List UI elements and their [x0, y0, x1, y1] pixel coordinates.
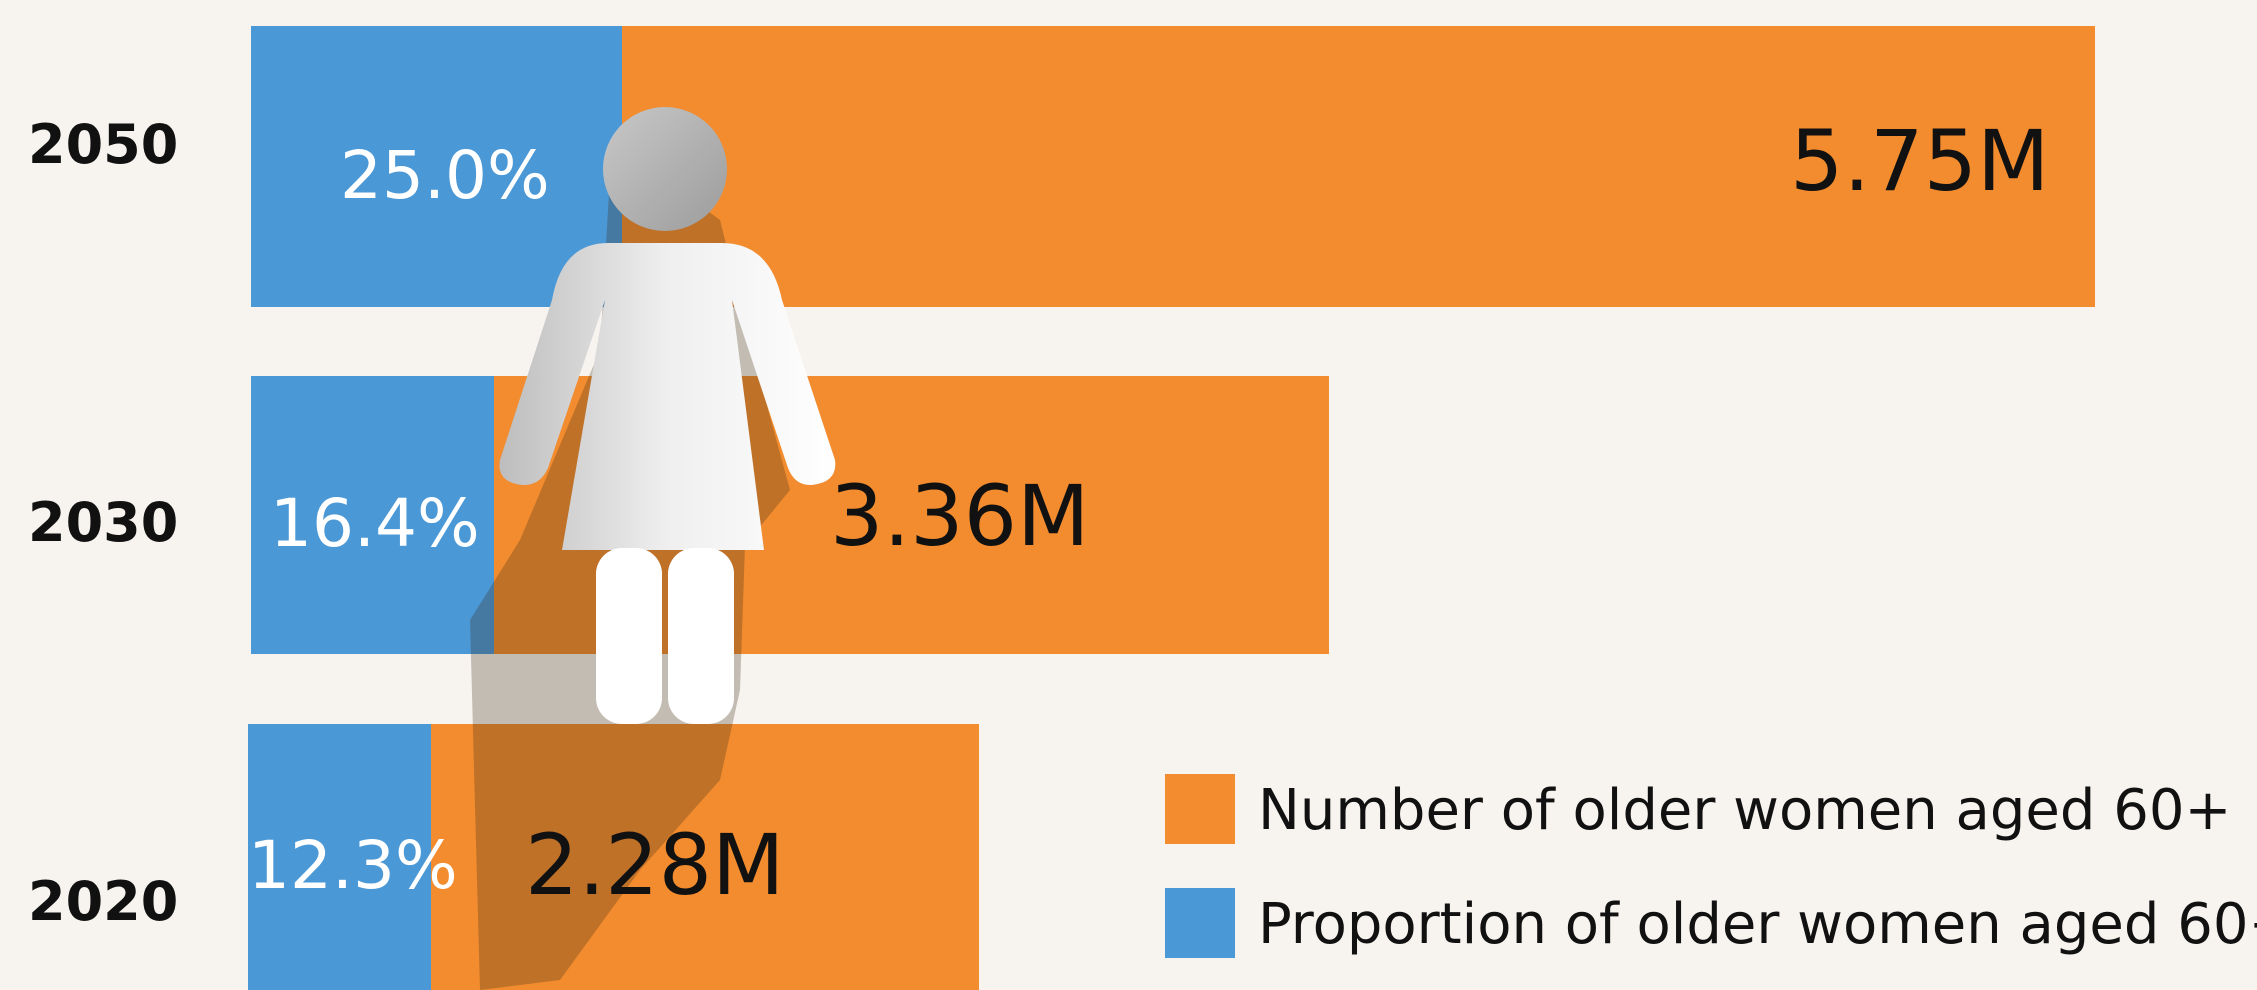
- value-label-2020: 2.28M: [525, 816, 785, 914]
- pct-label-2050: 25.0%: [340, 137, 550, 214]
- pct-label-2030: 16.4%: [270, 485, 480, 562]
- bar-proportion-2020: [248, 724, 431, 990]
- legend: Number of older women aged 60+ Proportio…: [1165, 774, 2257, 958]
- woman-icon: [499, 107, 836, 724]
- value-label-2050: 5.75M: [1790, 112, 2050, 210]
- legend-swatch-number: [1165, 774, 1235, 844]
- category-label-2050: 2050: [28, 113, 178, 176]
- category-label-2020: 2020: [28, 870, 178, 933]
- value-label-2030: 3.36M: [830, 467, 1090, 565]
- legend-swatch-proportion: [1165, 888, 1235, 958]
- bar-proportion-2030: [251, 376, 494, 654]
- legend-label-number: Number of older women aged 60+: [1258, 778, 2231, 843]
- bar-proportion-2050: [251, 26, 622, 307]
- legend-label-proportion: Proportion of older women aged 60+: [1258, 892, 2257, 957]
- pct-label-2020: 12.3%: [248, 827, 458, 904]
- bars-proportion-series: [248, 26, 622, 990]
- category-label-2030: 2030: [28, 491, 178, 554]
